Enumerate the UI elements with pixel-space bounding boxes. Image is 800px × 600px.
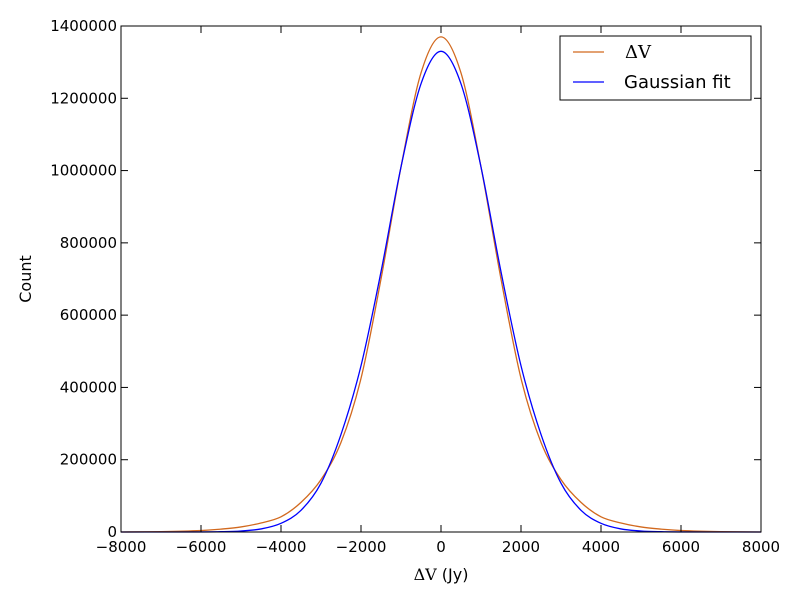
y-tick-label: 800000 <box>60 234 117 252</box>
y-tick-label: 400000 <box>60 378 117 396</box>
x-tick-label: 6000 <box>662 538 700 556</box>
x-axis-label: ΔV (Jy) <box>414 565 469 584</box>
x-axis-label-unit: (Jy) <box>437 565 469 584</box>
legend: ΔV Gaussian fit <box>559 35 752 101</box>
series-layer <box>120 36 762 533</box>
x-tick-label: 2000 <box>502 538 540 556</box>
x-tick-label: −4000 <box>256 538 307 556</box>
y-tick-label: 1200000 <box>50 89 117 107</box>
legend-label-gaussian-fit: Gaussian fit <box>624 72 731 93</box>
y-tick-label: 1400000 <box>50 17 117 35</box>
y-tick-label: 200000 <box>60 451 117 469</box>
x-tick-label: −8000 <box>96 538 147 556</box>
y-tick-label: 1000000 <box>50 162 117 180</box>
legend-label-delta-v: ΔV <box>625 42 652 63</box>
x-tick-label: −6000 <box>176 538 227 556</box>
y-tick-label: 600000 <box>60 306 117 324</box>
series-line-gaussian-fit <box>120 50 762 533</box>
x-tick-label: 0 <box>436 538 446 556</box>
x-tick-label: −2000 <box>336 538 387 556</box>
series-line-delta-v <box>120 36 762 533</box>
y-tick-label: 0 <box>107 523 117 541</box>
ticks-layer: −8000 −6000 −4000 −2000 0 2000 4000 6000 8000 0 20… <box>50 17 780 556</box>
legend-box <box>559 35 752 101</box>
x-tick-label: 8000 <box>742 538 780 556</box>
x-axis-label-symbol: ΔV <box>414 565 438 584</box>
x-tick-label: 4000 <box>582 538 620 556</box>
y-axis-label: Count <box>16 255 35 303</box>
